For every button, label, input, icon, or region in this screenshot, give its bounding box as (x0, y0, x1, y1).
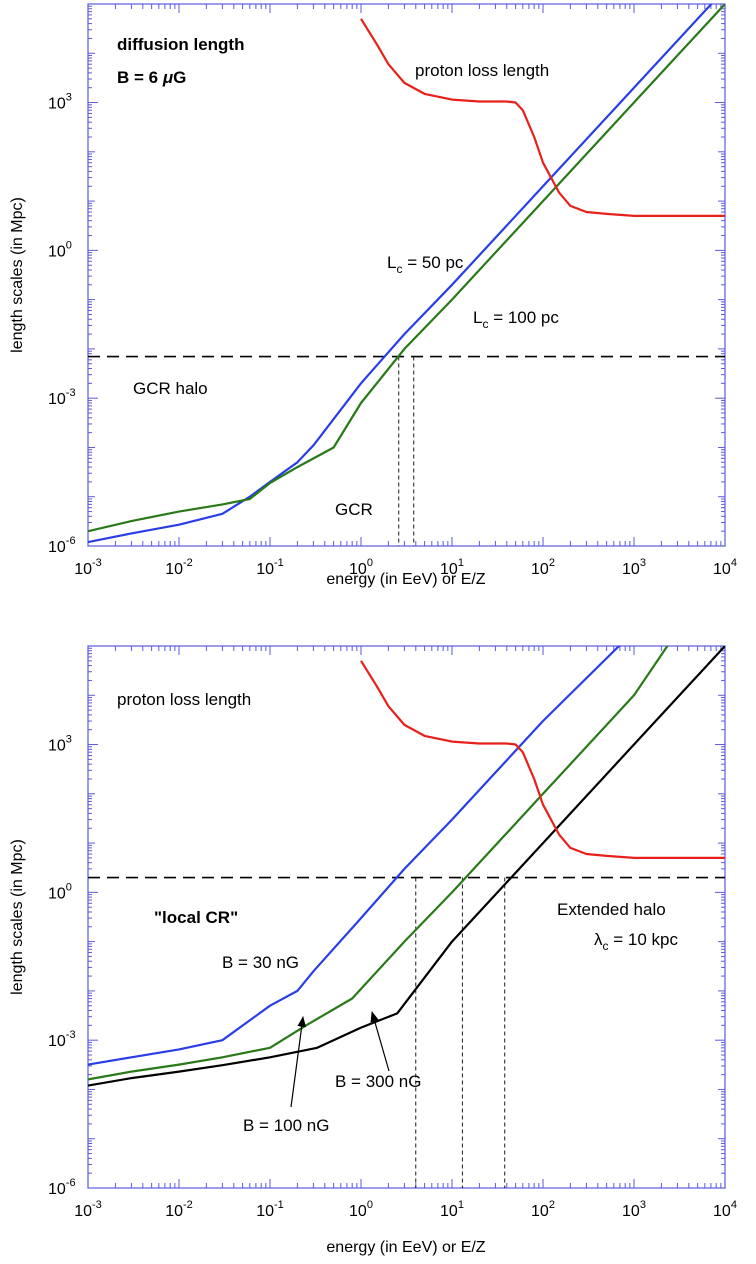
bottom-b30-label: B = 30 nG (222, 953, 299, 972)
bottom-y-axis-label: length scales (in Mpc) (9, 839, 26, 995)
bottom-y-tick-label: 103 (48, 734, 72, 755)
bottom-x-axis-label: energy (in EeV) or E/Z (326, 1239, 485, 1256)
top-x-tick-label: 10-3 (74, 557, 102, 578)
bottom-x-tick-label: 10-3 (74, 1199, 102, 1220)
bottom-proton-loss-label: proton loss length (117, 690, 251, 709)
top-y-axis-label: length scales (in Mpc) (9, 197, 26, 353)
b300-arrow (370, 1010, 390, 1072)
bottom-x-tick-label: 102 (531, 1199, 555, 1220)
top-lc100-label: Lc = 100 pc (473, 308, 559, 331)
bottom-series-loss (360, 660, 725, 860)
bottom-b300-label: B = 300 nG (335, 1072, 421, 1091)
top-y-tick-label: 10-6 (48, 535, 76, 556)
bottom-b100-label: B = 100 nG (243, 1116, 329, 1135)
bottom-x-tick-label: 10-2 (165, 1199, 193, 1220)
top-proton-loss-label: proton loss length (415, 61, 549, 80)
top-x-tick-label: 102 (531, 557, 555, 578)
b100-arrow (290, 1015, 306, 1108)
bottom-x-tick-label: 104 (713, 1199, 737, 1220)
bottom-y-tick-label: 10-3 (48, 1029, 76, 1050)
top-plot-frame (87, 3, 726, 547)
bottom-x-tick-label: 100 (349, 1199, 373, 1220)
top-chart: 10-3 10-2 10-1 100 101 102 103 104 10-610-31001… (9, 3, 737, 588)
top-y-tick-label: 10-3 (48, 387, 76, 408)
bottom-series-b30 (88, 646, 621, 1066)
top-b-field-label: B = 6 μG (117, 68, 186, 87)
top-x-tick-label: 100 (349, 557, 373, 578)
top-y-tick-label: 100 (48, 239, 72, 260)
bottom-extended-halo-label: Extended halo (557, 900, 666, 919)
top-lc50-label: Lc = 50 pc (387, 253, 464, 276)
bottom-y-tick-label: 100 (48, 881, 72, 902)
top-y-tick-label: 103 (48, 92, 72, 113)
bottom-plot-frame (87, 645, 726, 1189)
bottom-series-b100 (88, 646, 669, 1081)
top-series-lc100 (88, 4, 725, 533)
top-gcr-halo-label: GCR halo (133, 379, 208, 398)
bottom-series-b300 (88, 646, 725, 1087)
top-series-loss (360, 18, 725, 217)
bottom-x-tick-label: 103 (622, 1199, 646, 1220)
top-x-tick-label: 101 (440, 557, 464, 578)
bottom-x-tick-label: 101 (440, 1199, 464, 1220)
top-x-tick-label: 103 (622, 557, 646, 578)
bottom-lambda-label: λc = 10 kpc (594, 930, 678, 953)
top-x-tick-label: 10-1 (256, 557, 284, 578)
top-x-axis-label: energy (in EeV) or E/Z (326, 571, 485, 588)
bottom-chart: 10-3 10-2 10-1 100 101 102 103 104 10-610-31001… (9, 645, 737, 1256)
top-x-tick-label: 104 (713, 557, 737, 578)
top-title: diffusion length (117, 35, 244, 54)
bottom-y-tick-label: 10-6 (48, 1177, 76, 1198)
top-series-lc50 (88, 4, 713, 544)
bottom-local-cr-label: "local CR" (154, 908, 238, 927)
top-gcr-label: GCR (335, 500, 373, 519)
bottom-x-tick-label: 10-1 (256, 1199, 284, 1220)
top-x-tick-label: 10-2 (165, 557, 193, 578)
